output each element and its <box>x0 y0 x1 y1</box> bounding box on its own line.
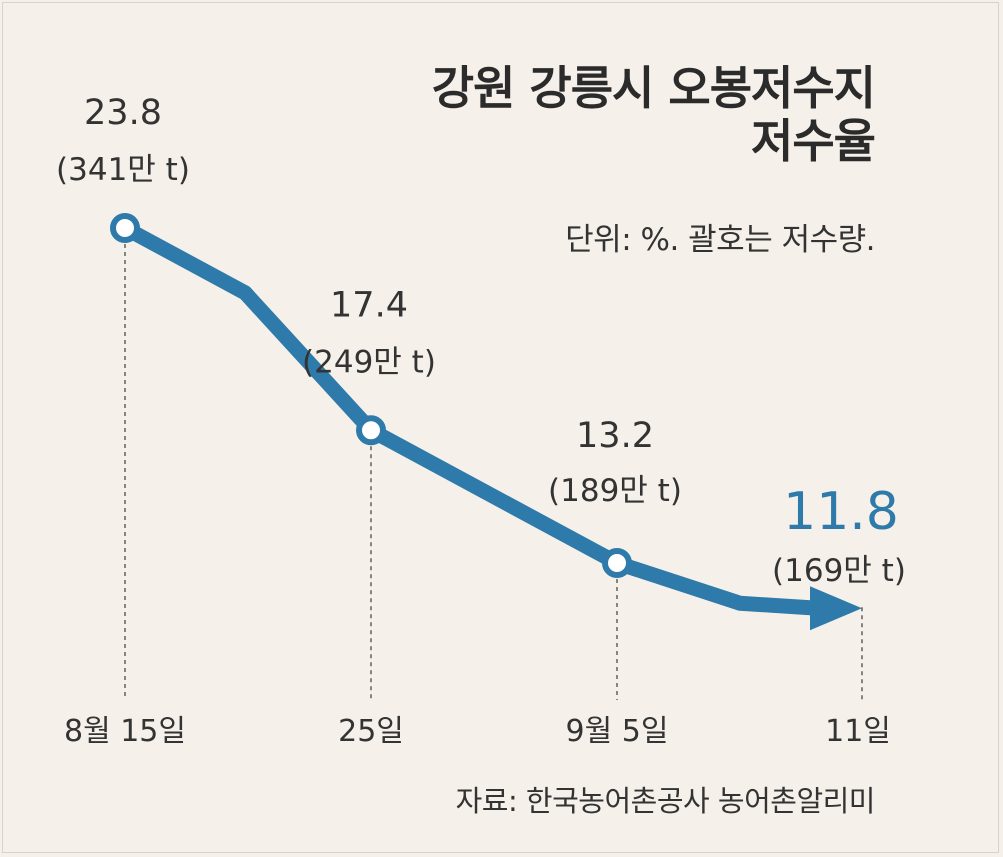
x-tick-label-1: 25일 <box>338 714 404 749</box>
chart-title: 강원 강릉시 오봉저수지 저수율 <box>431 61 876 169</box>
guide-lines <box>124 228 863 700</box>
x-axis-ticks: 8월 15일 25일 9월 5일 11일 <box>64 714 891 749</box>
series-line <box>121 221 819 616</box>
value-label-1: 17.4 <box>330 285 408 325</box>
chart-title-line-2: 저수율 <box>751 114 876 169</box>
chart-title-line-1: 강원 강릉시 오봉저수지 <box>431 61 876 115</box>
source-note: 자료: 한국농어촌공사 농어촌알리미 <box>455 784 876 818</box>
data-labels: 23.8 (341만 t) 17.4 (249만 t) 13.2 (189만 t) 11.8… <box>56 93 906 589</box>
value-label-2: 13.2 <box>576 416 654 456</box>
unit-note: 단위: %. 괄호는 저수량. <box>565 222 875 258</box>
x-tick-label-0: 8월 15일 <box>64 714 186 749</box>
series-arrowhead <box>810 586 862 631</box>
volume-label-3: (169만 t) <box>772 553 906 589</box>
volume-label-1: (249만 t) <box>302 344 436 380</box>
value-label-0: 23.8 <box>84 93 162 133</box>
volume-label-2: (189만 t) <box>548 473 682 509</box>
data-series <box>110 213 862 631</box>
data-point-1 <box>356 415 386 446</box>
data-point-2 <box>602 548 632 578</box>
x-tick-label-2: 9월 5일 <box>566 714 669 749</box>
x-tick-label-3: 11일 <box>825 714 891 749</box>
data-point-0 <box>110 213 140 243</box>
value-label-3: 11.8 <box>783 482 899 542</box>
volume-label-0: (341만 t) <box>56 152 190 188</box>
